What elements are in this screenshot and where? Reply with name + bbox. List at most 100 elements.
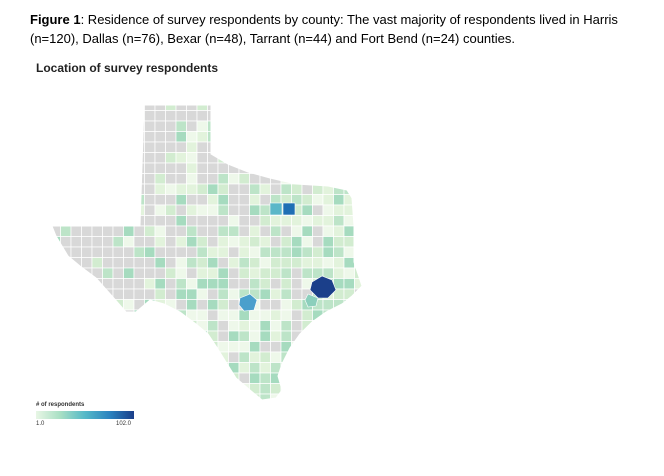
county <box>123 351 135 363</box>
county <box>81 320 93 332</box>
county <box>270 183 282 195</box>
county <box>52 204 61 216</box>
county <box>333 309 345 321</box>
county <box>322 362 334 374</box>
county <box>175 162 187 174</box>
county <box>91 372 103 384</box>
county <box>207 372 219 384</box>
legend-title: # of respondents <box>36 402 85 408</box>
county <box>280 383 292 395</box>
county <box>102 215 114 227</box>
county <box>301 173 313 185</box>
county <box>322 173 334 185</box>
county <box>123 267 135 279</box>
county <box>249 131 261 143</box>
county <box>60 383 72 395</box>
county <box>154 183 166 195</box>
county <box>312 120 324 132</box>
county <box>270 320 282 332</box>
county <box>52 351 61 363</box>
county <box>333 194 345 206</box>
county <box>312 105 324 111</box>
county <box>133 162 145 174</box>
county <box>123 299 135 311</box>
county <box>280 309 292 321</box>
county <box>52 105 61 111</box>
county <box>365 132 370 143</box>
county <box>365 384 370 395</box>
county <box>144 320 156 332</box>
county-grid <box>52 105 370 406</box>
county <box>176 405 187 406</box>
county <box>365 342 370 353</box>
county <box>291 362 303 374</box>
county <box>259 131 271 143</box>
county <box>81 131 93 143</box>
county <box>217 383 229 395</box>
county <box>144 110 156 122</box>
county <box>112 105 124 111</box>
county <box>238 351 250 363</box>
county <box>343 372 355 384</box>
county <box>91 105 103 111</box>
county <box>196 120 208 132</box>
county <box>112 152 124 164</box>
county <box>102 162 114 174</box>
county <box>281 405 292 406</box>
county <box>354 236 362 248</box>
county <box>343 393 355 400</box>
county <box>343 351 355 363</box>
county <box>81 105 93 111</box>
county <box>133 152 145 164</box>
county <box>112 372 124 384</box>
county <box>81 120 93 132</box>
county <box>302 405 313 406</box>
county <box>259 267 271 279</box>
county <box>175 267 187 279</box>
county <box>112 278 124 290</box>
county <box>270 110 282 122</box>
county <box>154 141 166 153</box>
county <box>154 278 166 290</box>
county <box>52 110 61 122</box>
county <box>238 393 250 400</box>
county <box>301 267 313 279</box>
county <box>154 309 166 321</box>
county <box>259 152 271 164</box>
county <box>280 299 292 311</box>
county <box>70 372 82 384</box>
county <box>333 372 345 384</box>
county <box>312 204 324 216</box>
county <box>186 246 198 258</box>
county <box>70 141 82 153</box>
county <box>322 194 334 206</box>
county <box>291 110 303 122</box>
county <box>60 341 72 353</box>
county <box>102 173 114 185</box>
county <box>259 215 271 227</box>
county <box>52 278 61 290</box>
county <box>186 393 198 400</box>
county <box>70 362 82 374</box>
county <box>112 341 124 353</box>
county <box>102 372 114 384</box>
county <box>354 362 362 374</box>
county <box>354 183 362 195</box>
county <box>186 299 198 311</box>
county <box>112 215 124 227</box>
county <box>207 141 219 153</box>
county <box>112 267 124 279</box>
county <box>70 194 82 206</box>
county <box>112 162 124 174</box>
county <box>91 320 103 332</box>
county <box>291 131 303 143</box>
county <box>280 246 292 258</box>
county <box>343 362 355 374</box>
county <box>123 225 135 237</box>
county <box>70 173 82 185</box>
county <box>259 362 271 374</box>
county <box>70 236 82 248</box>
county <box>91 236 103 248</box>
county <box>154 110 166 122</box>
county <box>322 236 334 248</box>
